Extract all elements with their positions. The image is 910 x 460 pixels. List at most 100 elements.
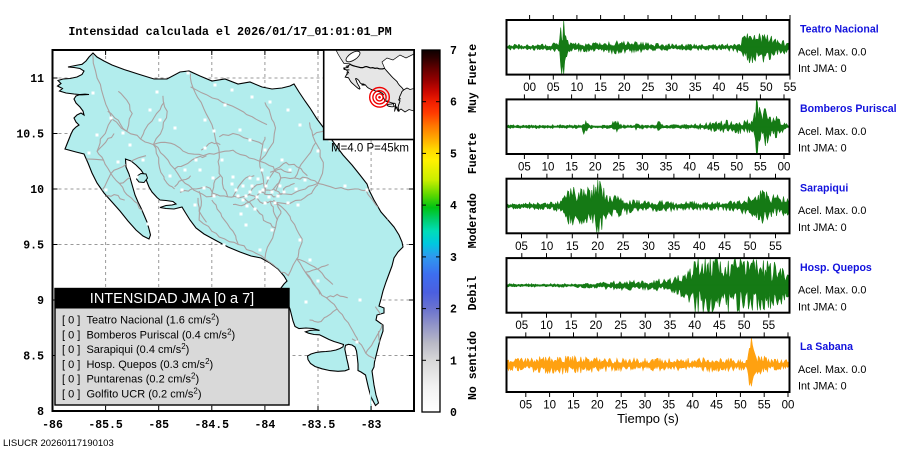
svg-text:45: 45 xyxy=(710,400,723,412)
svg-text:45: 45 xyxy=(713,320,726,332)
svg-text:35: 35 xyxy=(660,162,673,174)
svg-text:10: 10 xyxy=(543,400,556,412)
svg-text:[ 0 ] Puntarenas (0.2 cm/s2): [ 0 ] Puntarenas (0.2 cm/s2) xyxy=(62,372,199,386)
svg-text:30: 30 xyxy=(642,241,655,253)
svg-text:10.5: 10.5 xyxy=(16,129,44,142)
svg-text:40: 40 xyxy=(686,400,699,412)
svg-text:15: 15 xyxy=(565,162,578,174)
svg-text:Int JMA: 0: Int JMA: 0 xyxy=(798,222,847,234)
svg-text:-84.5: -84.5 xyxy=(195,419,230,432)
svg-text:-85: -85 xyxy=(148,419,169,432)
svg-text:55: 55 xyxy=(758,400,771,412)
svg-text:05: 05 xyxy=(515,320,528,332)
svg-text:8.5: 8.5 xyxy=(23,351,44,364)
svg-text:Acel. Max. 0.0: Acel. Max. 0.0 xyxy=(798,205,866,217)
svg-text:Int JMA: 0: Int JMA: 0 xyxy=(798,301,847,313)
svg-text:Sarapiqui: Sarapiqui xyxy=(800,182,848,194)
svg-text:25: 25 xyxy=(615,400,628,412)
svg-text:6: 6 xyxy=(450,97,457,110)
svg-text:20: 20 xyxy=(590,320,603,332)
svg-text:4: 4 xyxy=(450,200,457,213)
svg-text:30: 30 xyxy=(665,82,678,94)
svg-text:40: 40 xyxy=(688,320,701,332)
svg-text:40: 40 xyxy=(713,82,726,94)
svg-text:45: 45 xyxy=(718,241,731,253)
svg-text:Acel. Max. 0.0: Acel. Max. 0.0 xyxy=(798,364,866,376)
svg-text:[ 0 ] Bomberos Puriscal (0.4: [ 0 ] Bomberos Puriscal (0.4 cm/s2) xyxy=(62,327,235,341)
svg-text:10: 10 xyxy=(542,162,555,174)
svg-text:No sentido: No sentido xyxy=(467,331,480,400)
svg-text:11: 11 xyxy=(30,73,44,86)
svg-text:25: 25 xyxy=(612,162,625,174)
svg-text:Teatro Nacional: Teatro Nacional xyxy=(800,24,879,36)
svg-text:7: 7 xyxy=(450,45,457,58)
svg-text:-83.5: -83.5 xyxy=(301,419,336,432)
svg-text:0: 0 xyxy=(450,407,457,420)
svg-text:05: 05 xyxy=(519,400,532,412)
svg-text:10: 10 xyxy=(30,184,44,197)
svg-text:15: 15 xyxy=(567,400,580,412)
svg-text:45: 45 xyxy=(736,82,749,94)
svg-text:50: 50 xyxy=(734,400,747,412)
svg-text:40: 40 xyxy=(683,162,696,174)
svg-text:Int JMA: 0: Int JMA: 0 xyxy=(798,63,847,75)
svg-text:9: 9 xyxy=(37,295,44,308)
svg-text:40: 40 xyxy=(693,241,706,253)
svg-text:20: 20 xyxy=(591,400,604,412)
svg-text:LISUCR 20260117190103: LISUCR 20260117190103 xyxy=(3,438,114,449)
svg-text:00: 00 xyxy=(782,400,795,412)
svg-text:Int JMA: 0: Int JMA: 0 xyxy=(798,143,847,155)
svg-text:25: 25 xyxy=(642,82,655,94)
svg-text:[ 0 ] Sarapiqui (0.4 cm/s2): [ 0 ] Sarapiqui (0.4 cm/s2) xyxy=(62,342,189,356)
svg-text:Acel. Max. 0.0: Acel. Max. 0.0 xyxy=(798,46,866,58)
svg-text:Debil: Debil xyxy=(467,276,480,311)
svg-text:-85.5: -85.5 xyxy=(88,419,123,432)
svg-text:La Sabana: La Sabana xyxy=(800,341,853,353)
svg-text:Acel. Max. 0.0: Acel. Max. 0.0 xyxy=(798,126,866,138)
svg-text:50: 50 xyxy=(760,82,773,94)
svg-text:10: 10 xyxy=(541,241,554,253)
svg-text:30: 30 xyxy=(639,320,652,332)
svg-text:25: 25 xyxy=(617,241,630,253)
svg-text:8: 8 xyxy=(37,406,44,419)
svg-text:20: 20 xyxy=(618,82,631,94)
svg-text:30: 30 xyxy=(639,400,652,412)
svg-text:2: 2 xyxy=(450,304,457,317)
svg-text:05: 05 xyxy=(518,162,531,174)
svg-text:M=4.0 P=45km: M=4.0 P=45km xyxy=(331,143,409,155)
svg-text:25: 25 xyxy=(614,320,627,332)
svg-text:[ 0 ] Golfito UCR (0.2 cm/s2): [ 0 ] Golfito UCR (0.2 cm/s2) xyxy=(62,387,202,401)
svg-text:35: 35 xyxy=(662,400,675,412)
svg-text:50: 50 xyxy=(730,162,743,174)
svg-text:35: 35 xyxy=(689,82,702,94)
svg-text:35: 35 xyxy=(668,241,681,253)
svg-text:Intensidad calculada el 2026/0: Intensidad calculada el 2026/01/17_01:01… xyxy=(68,25,391,39)
svg-text:Hosp. Quepos: Hosp. Quepos xyxy=(800,262,872,274)
svg-text:15: 15 xyxy=(594,82,607,94)
svg-text:-83: -83 xyxy=(361,419,382,432)
svg-text:10: 10 xyxy=(571,82,584,94)
svg-text:55: 55 xyxy=(762,320,775,332)
svg-text:3: 3 xyxy=(450,252,457,265)
svg-text:55: 55 xyxy=(784,82,797,94)
svg-text:55: 55 xyxy=(769,241,782,253)
svg-text:15: 15 xyxy=(565,320,578,332)
svg-text:5: 5 xyxy=(450,148,457,161)
svg-text:Tiempo (s): Tiempo (s) xyxy=(617,411,679,426)
svg-text:-86: -86 xyxy=(42,419,63,432)
svg-text:-84: -84 xyxy=(255,419,276,432)
svg-text:05: 05 xyxy=(547,82,560,94)
svg-text:Int JMA: 0: Int JMA: 0 xyxy=(798,381,847,393)
svg-text:45: 45 xyxy=(707,162,720,174)
svg-text:9.5: 9.5 xyxy=(23,240,44,253)
svg-text:10: 10 xyxy=(540,320,553,332)
svg-text:1: 1 xyxy=(450,355,457,368)
svg-text:05: 05 xyxy=(515,241,528,253)
svg-text:50: 50 xyxy=(744,241,757,253)
svg-text:[ 0 ] Teatro Nacional (1.6 cm: [ 0 ] Teatro Nacional (1.6 cm/s2) xyxy=(62,313,219,327)
svg-text:20: 20 xyxy=(591,241,604,253)
svg-text:55: 55 xyxy=(754,162,767,174)
svg-text:[ 0 ] Hosp. Quepos (0.3 cm/s2: [ 0 ] Hosp. Quepos (0.3 cm/s2) xyxy=(62,357,213,371)
svg-text:35: 35 xyxy=(664,320,677,332)
svg-text:15: 15 xyxy=(566,241,579,253)
